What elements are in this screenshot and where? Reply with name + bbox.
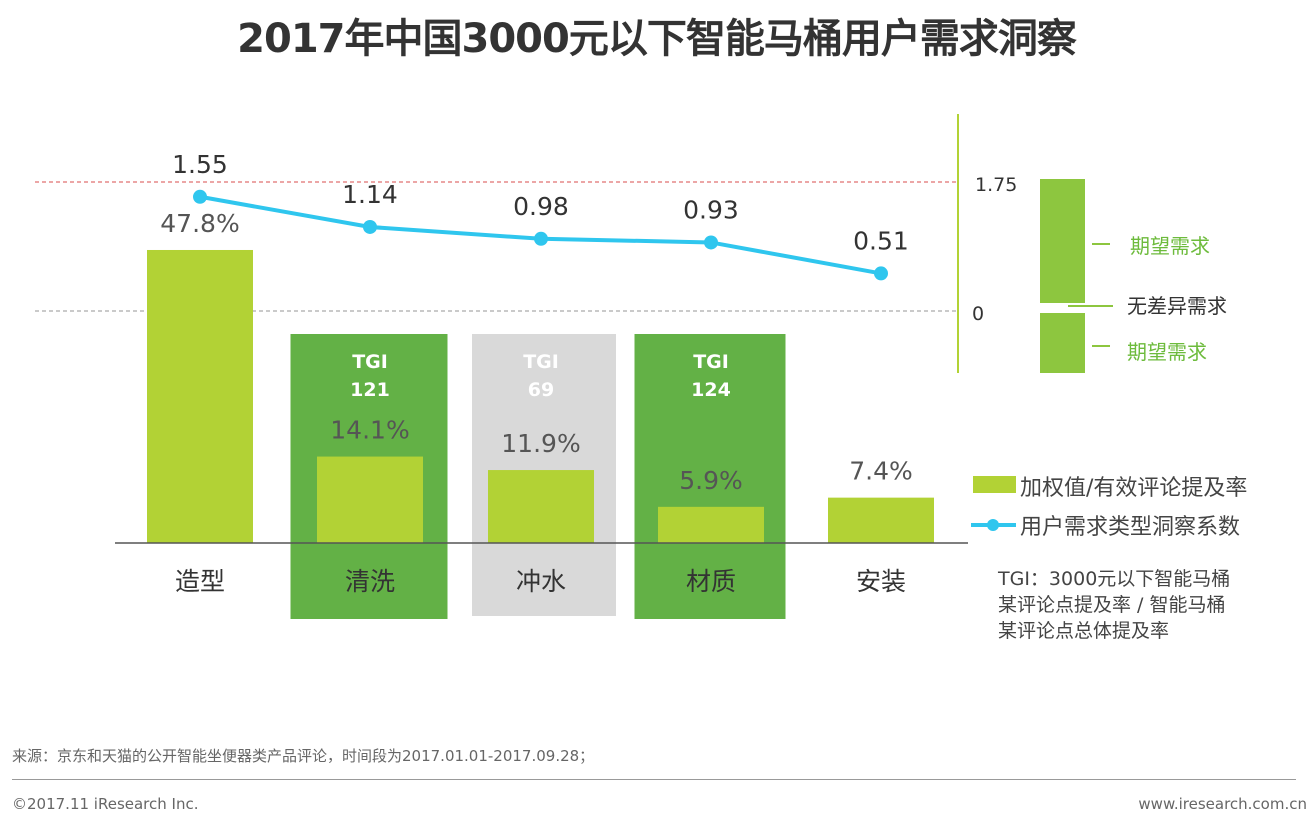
bar-value-label: 5.9% <box>679 466 743 495</box>
bar <box>828 497 934 543</box>
legend-bar-label: 加权值/有效评论提及率 <box>1020 476 1247 501</box>
chart-title: 2017年中国3000元以下智能马桶用户需求洞察 <box>237 16 1077 62</box>
scale-middle-label: 无差异需求 <box>1127 294 1227 318</box>
source-note: 来源：京东和天猫的公开智能坐便器类产品评论，时间段为2017.01.01-201… <box>12 747 595 765</box>
reference-label: 0 <box>972 303 984 325</box>
reference-label: 1.75 <box>975 174 1017 196</box>
bar <box>317 456 423 543</box>
legend-line-label: 用户需求类型洞察系数 <box>1020 515 1240 540</box>
tgi-label: TGI <box>523 351 559 373</box>
scale-lower-block <box>1040 313 1085 373</box>
tgi-label: TGI <box>693 351 729 373</box>
footer-divider <box>12 779 1296 780</box>
coefficient-label: 1.14 <box>342 180 398 209</box>
bar <box>658 506 764 543</box>
scale-upper-block <box>1040 179 1085 303</box>
coefficient-label: 0.51 <box>853 226 909 255</box>
tgi-value: 121 <box>350 379 390 401</box>
category-label: 冲水 <box>516 567 566 596</box>
tgi-note-line: TGI：3000元以下智能马桶 <box>998 568 1231 590</box>
coefficient-point <box>704 235 718 250</box>
bar-value-label: 7.4% <box>849 457 913 486</box>
tgi-value: 124 <box>691 379 731 401</box>
category-label: 安装 <box>856 567 906 596</box>
bar-value-label: 14.1% <box>330 416 409 445</box>
coefficient-label: 1.55 <box>172 150 228 179</box>
tgi-note: TGI：3000元以下智能马桶 某评论点提及率 / 智能马桶 某评论点总体提及率 <box>998 566 1298 644</box>
tgi-note-line: 某评论点总体提及率 <box>998 620 1170 642</box>
category-label: 材质 <box>686 567 736 596</box>
tgi-box <box>634 334 786 619</box>
coefficient-point <box>193 189 207 204</box>
coefficient-point <box>534 231 548 246</box>
tgi-value: 69 <box>528 379 554 401</box>
legend-line-marker <box>987 519 999 531</box>
website: www.iresearch.com.cn <box>1138 795 1307 813</box>
coefficient-point <box>363 219 377 234</box>
scale-upper-label: 期望需求 <box>1130 234 1210 258</box>
coefficient-point <box>874 266 888 281</box>
copyright: ©2017.11 iResearch Inc. <box>12 795 199 813</box>
bar <box>147 249 253 543</box>
scale-lower-label: 期望需求 <box>1127 340 1207 364</box>
category-label: 清洗 <box>345 567 395 596</box>
bar-value-label: 47.8% <box>160 209 239 238</box>
legend-bar-swatch <box>973 476 1016 493</box>
coefficient-label: 0.93 <box>683 195 739 224</box>
category-label: 造型 <box>175 567 225 596</box>
coefficient-label: 0.98 <box>513 192 569 221</box>
tgi-note-line: 某评论点提及率 / 智能马桶 <box>998 594 1226 616</box>
tgi-label: TGI <box>352 351 388 373</box>
bar-value-label: 11.9% <box>501 429 580 458</box>
bar <box>488 470 594 543</box>
